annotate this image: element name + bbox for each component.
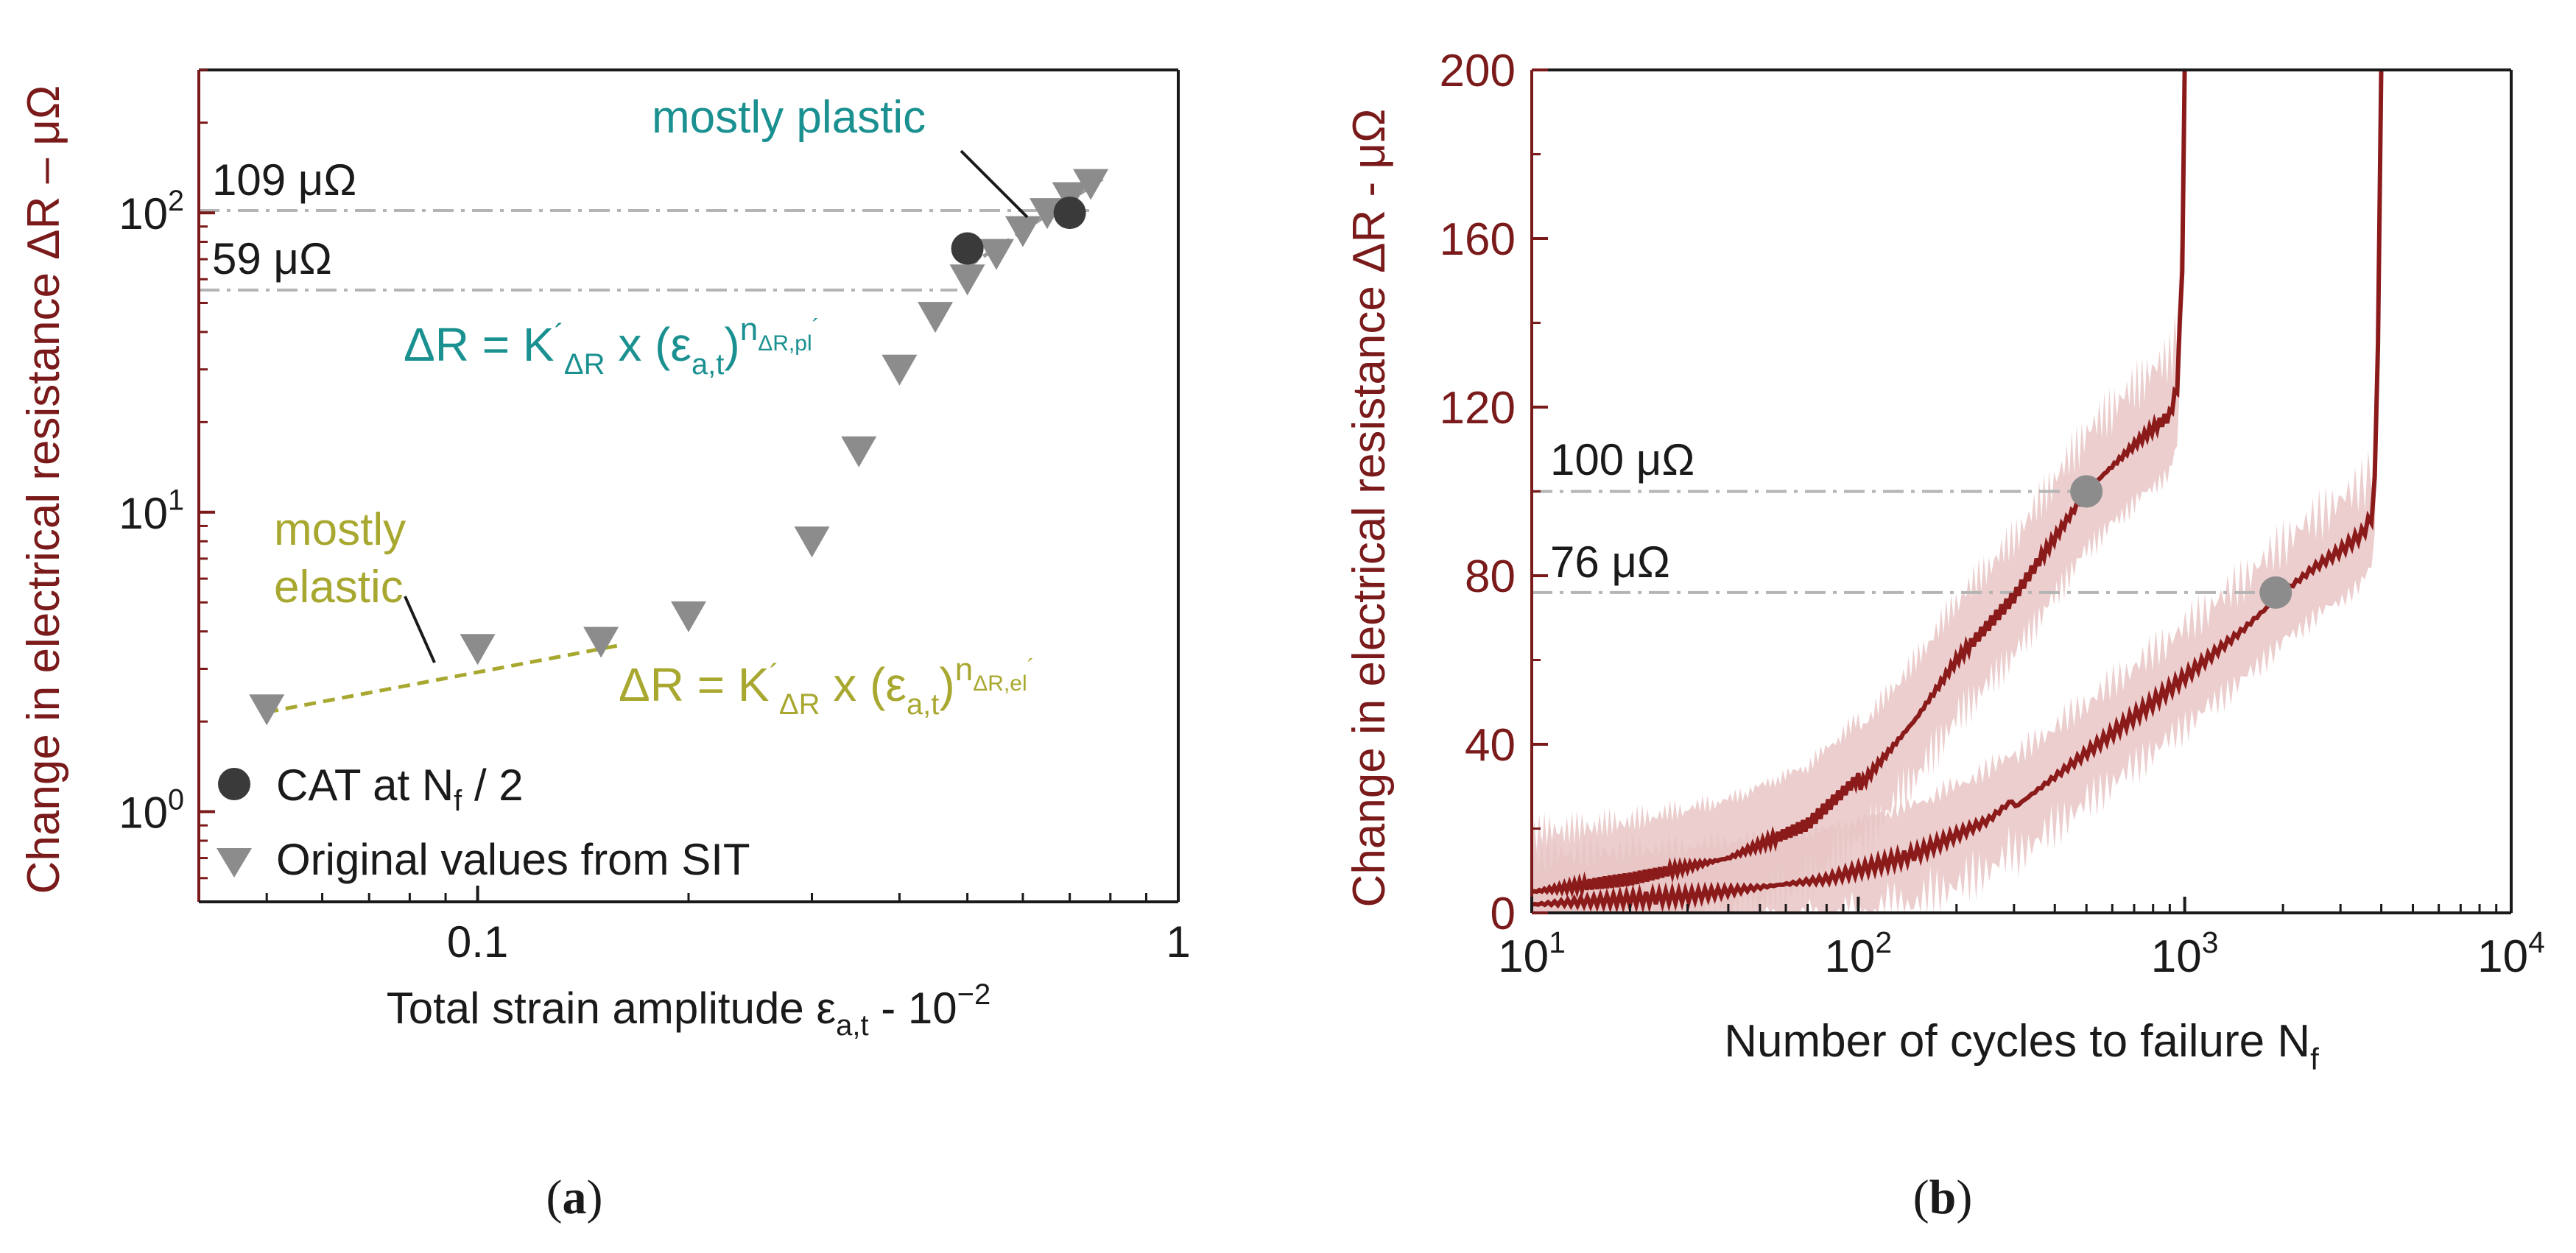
sit-point	[978, 239, 1014, 270]
sit-point	[949, 264, 985, 296]
elastic-leader-line	[404, 596, 436, 663]
median-marker-2	[2259, 576, 2292, 609]
mean-curve-1	[1532, 70, 2187, 899]
x-tick-label-a: 1	[1166, 917, 1190, 967]
sit-point	[794, 526, 830, 558]
x-tick-label-a: 0.1	[447, 917, 508, 967]
y-tick-label-a: 102	[119, 185, 184, 239]
y-tick-label-a: 101	[119, 484, 184, 538]
cat-point	[1053, 197, 1086, 230]
plastic-label: mostly plastic	[652, 92, 926, 143]
ref-label-59: 59 μΩ	[212, 234, 332, 283]
caption-a: (a)	[546, 1171, 603, 1224]
y-tick-label-b: 40	[1465, 720, 1516, 771]
sit-point	[583, 626, 619, 658]
legend-a: CAT at Nf / 2 Original values from SIT	[217, 760, 750, 884]
x-tick-label-b: 101	[1498, 925, 1566, 982]
sit-point	[918, 302, 954, 333]
panel-a: 0.1 1 100 101 102 109 μΩ 59 μΩ mostly plasti…	[18, 68, 1191, 1042]
y-tick-label-b: 160	[1440, 214, 1516, 265]
y-tick-label-b: 80	[1465, 551, 1516, 602]
x-tick-label-b: 103	[2151, 925, 2219, 982]
ref-label-76: 76 μΩ	[1550, 537, 1670, 587]
legend-circle-marker	[218, 768, 250, 800]
elastic-label-line2: elastic	[274, 562, 404, 613]
y-tick-label-b: 200	[1440, 46, 1516, 96]
legend-label-sit: Original values from SIT	[276, 835, 750, 884]
sit-point	[249, 694, 285, 726]
ref-label-109: 109 μΩ	[212, 155, 356, 205]
sit-point	[1004, 216, 1041, 247]
scatter-band-2	[1532, 70, 2382, 913]
plastic-leader-line	[960, 149, 1029, 219]
x-tick-label-b: 104	[2477, 925, 2545, 982]
caption-b: (b)	[1913, 1171, 1973, 1224]
x-axis-title-b: Number of cycles to failure Nf	[1724, 1016, 2319, 1076]
sit-point	[841, 436, 877, 467]
eq-plastic: ΔR = K´ΔR x (εa,t)nΔR,pl´	[404, 311, 820, 381]
legend-triangle-marker	[217, 848, 252, 878]
sit-point	[671, 601, 706, 632]
sit-point	[460, 634, 496, 666]
x-axis-title-a: Total strain amplitude εa,t - 10−2	[387, 978, 991, 1042]
eq-elastic: ΔR = K´ΔR x (εa,t)nΔR,el´	[619, 652, 1035, 721]
median-marker-1	[2070, 475, 2103, 508]
y-tick-label-b: 0	[1491, 889, 1516, 939]
ref-label-100: 100 μΩ	[1550, 435, 1695, 484]
y-tick-label-a: 100	[119, 783, 184, 837]
mean-curve-2	[1532, 70, 2384, 913]
cat-point	[951, 232, 984, 265]
elastic-label-line1: mostly	[274, 504, 406, 555]
sit-point	[881, 354, 918, 386]
fit-line-elastic	[266, 643, 622, 714]
x-tick-label-b: 102	[1824, 925, 1892, 982]
y-tick-label-b: 120	[1440, 383, 1516, 434]
y-axis-title-b: Change in electrical resistance ΔR - μΩ	[1344, 109, 1395, 908]
sit-point	[1073, 169, 1109, 200]
y-axis-title-a: Change in electrical resistance ΔR – μΩ	[18, 85, 69, 894]
legend-label-cat: CAT at Nf / 2	[276, 760, 524, 817]
